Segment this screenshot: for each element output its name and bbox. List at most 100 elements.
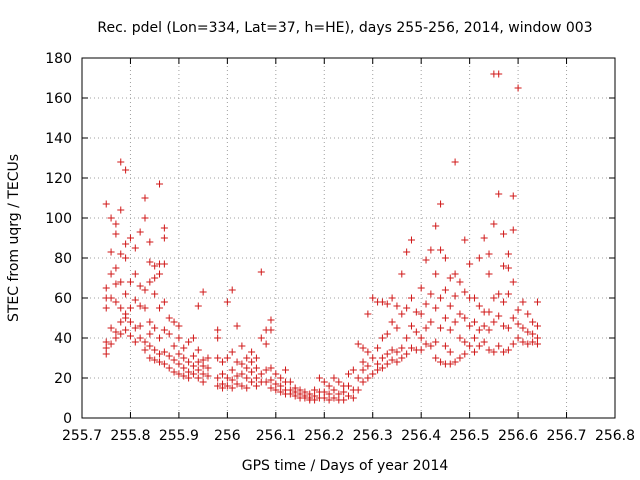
data-point [495,342,503,350]
data-point [165,364,173,372]
data-point [214,382,222,390]
data-point [141,214,149,222]
data-point [529,338,537,346]
data-point [141,286,149,294]
data-point [514,84,522,92]
data-point [228,286,236,294]
data-point [427,290,435,298]
data-point [185,358,193,366]
data-point [432,338,440,346]
data-point [504,346,512,354]
data-point [490,348,498,356]
data-point [126,318,134,326]
data-point [151,324,159,332]
data-point [267,316,275,324]
data-point [320,394,328,402]
data-point [243,354,251,362]
data-point [199,288,207,296]
data-point [228,384,236,392]
data-point [403,334,411,342]
data-point [524,328,532,336]
data-point [189,352,197,360]
data-point [432,354,440,362]
data-point [286,390,294,398]
data-point [427,342,435,350]
data-point [437,324,445,332]
data-point [422,340,430,348]
data-point [500,262,508,270]
data-point [490,220,498,228]
data-point [451,270,459,278]
data-point [107,324,115,332]
y-tick-label: 0 [63,411,72,427]
data-point [393,324,401,332]
data-point [412,328,420,336]
data-point [175,350,183,358]
data-point [122,166,130,174]
data-point [422,300,430,308]
data-point [156,350,164,358]
data-point [466,260,474,268]
data-point [204,354,212,362]
data-point [345,392,352,400]
data-point [325,396,333,404]
data-point [272,386,280,394]
data-point [359,344,367,352]
data-point [461,288,469,296]
data-point [248,358,256,366]
data-point [238,382,246,390]
data-point [223,354,231,362]
data-point [146,342,154,350]
x-tick-label: 256.3 [353,428,393,444]
data-point [131,296,139,304]
data-point [393,358,401,366]
data-point [277,382,285,390]
data-point [393,348,401,356]
data-point [446,302,454,310]
data-point [330,386,338,394]
data-point [495,190,503,198]
data-point [160,326,168,334]
data-point [446,360,454,368]
data-point [238,360,246,368]
data-point [495,70,503,78]
data-point [238,370,246,378]
data-point [286,378,294,386]
data-point [102,350,110,358]
data-point [470,334,478,342]
data-point [388,294,396,302]
x-tick-label: 256.6 [498,428,538,444]
data-point [136,282,144,290]
y-tick-label: 60 [54,291,72,307]
data-point [160,260,168,268]
chart-title: Rec. pdel (Lon=334, Lat=37, h=HE), days … [97,20,592,36]
data-point [146,238,154,246]
data-point [398,270,406,278]
data-point [480,338,488,346]
data-point [485,250,493,258]
data-point [495,312,503,320]
data-point [160,224,168,232]
data-point [427,246,435,254]
data-point [422,256,430,264]
data-point [364,348,372,356]
data-point [374,360,382,368]
data-point [504,250,512,258]
x-tick-label: 256.5 [450,428,490,444]
data-point [262,378,270,386]
data-point [529,318,537,326]
data-point [160,348,168,356]
data-point [340,388,348,396]
data-point [480,234,488,242]
data-point [374,344,382,352]
data-point [194,346,202,354]
data-point [248,348,256,356]
y-tick-label: 100 [45,211,72,227]
data-point [441,342,449,350]
data-point [204,364,212,372]
data-point [383,330,391,338]
data-point [272,380,280,388]
data-point [214,374,222,382]
data-point [131,244,139,252]
data-point [514,334,522,342]
